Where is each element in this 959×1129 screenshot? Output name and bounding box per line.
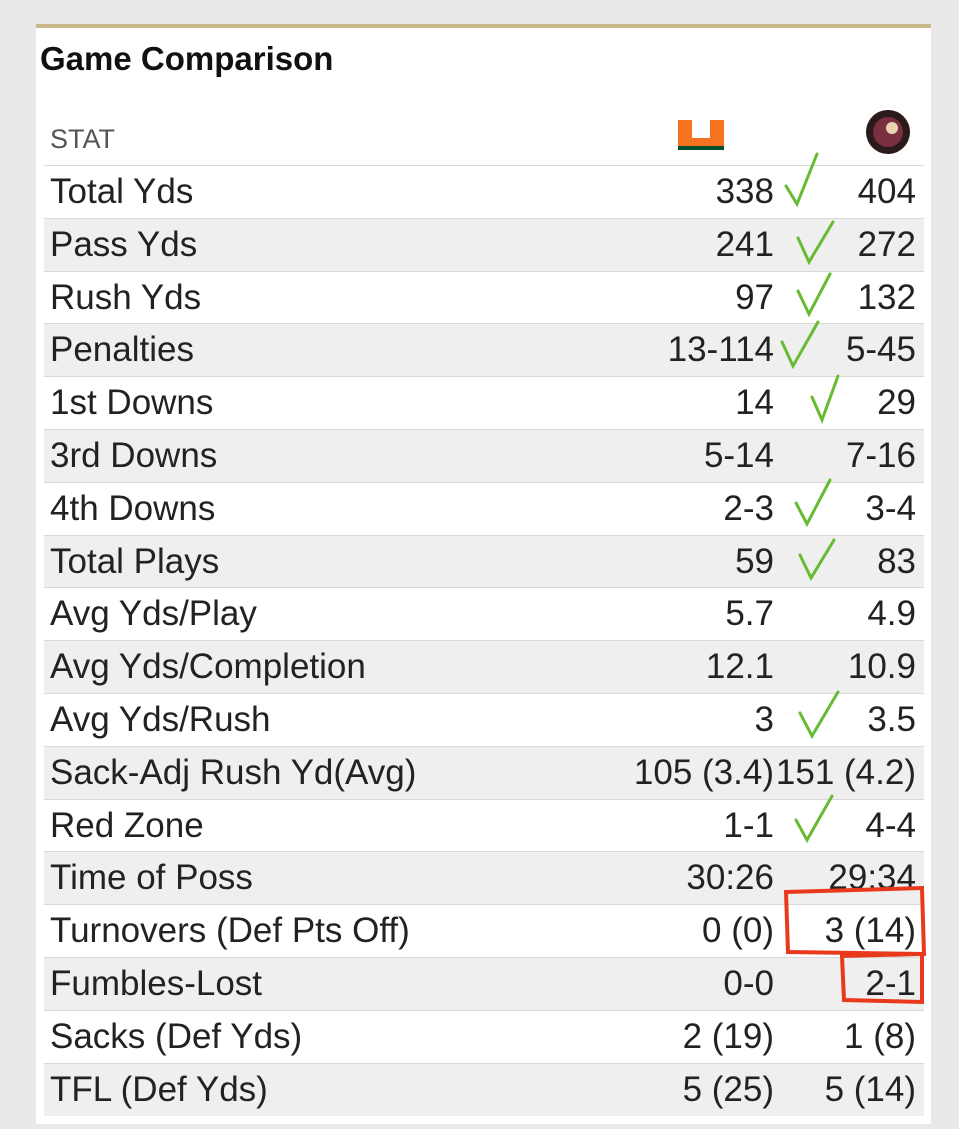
miami-value: 13-114: [667, 330, 774, 370]
checkmarks: [780, 152, 840, 844]
stat-row: Time of Poss 30:26 29:34: [44, 851, 924, 906]
stat-row: Fumbles-Lost 0-0 2-1: [44, 957, 924, 1011]
stat-header: STAT: [50, 124, 115, 154]
miami-value: 5.7: [725, 594, 774, 634]
stat-row: Total Plays 59 83: [44, 534, 924, 589]
fsu-value: 132: [857, 277, 916, 317]
stat-name: 4th Downs: [50, 488, 216, 528]
stat-name: Avg Yds/Completion: [50, 647, 366, 687]
stat-row: Penalties 13-114 5-45: [44, 323, 924, 378]
fsu-value: 3.5: [867, 700, 916, 739]
stat-name: Total Plays: [50, 541, 220, 581]
stat-row: Avg Yds/Play 5.7 4.9: [44, 587, 924, 641]
stat-name: Fumbles-Lost: [50, 964, 263, 1003]
miami-value: 97: [735, 277, 774, 317]
stat-row: TFL (Def Yds) 5 (25) 5 (14): [44, 1062, 924, 1117]
title: Game Comparison: [40, 40, 334, 77]
fsu-value: 83: [877, 541, 916, 581]
fsu-logo: [866, 110, 910, 154]
fsu-value: 2-1: [865, 964, 916, 1003]
stat-row: Avg Yds/Rush 3 3.5: [44, 693, 924, 747]
miami-value: 3: [754, 700, 774, 739]
miami-value: 2-3: [723, 488, 774, 528]
stat-row: Rush Yds 97 132: [44, 270, 924, 325]
fsu-value: 3 (14): [824, 911, 916, 951]
miami-value: 5 (25): [682, 1069, 774, 1109]
stat-name: TFL (Def Yds): [50, 1069, 268, 1109]
fsu-value: 5 (14): [824, 1069, 916, 1109]
stat-name: Avg Yds/Rush: [50, 700, 271, 739]
miami-value: 12.1: [705, 647, 774, 687]
miami-value: 105 (3.4): [633, 752, 774, 792]
stat-row: 4th Downs 2-3 3-4: [44, 481, 924, 536]
miami-value: 2 (19): [682, 1016, 774, 1056]
stat-name: Avg Yds/Play: [50, 594, 257, 634]
stat-name: 3rd Downs: [50, 436, 218, 475]
stat-name: Red Zone: [50, 805, 204, 845]
fsu-value: 404: [857, 172, 916, 211]
fsu-value: 151 (4.2): [775, 752, 916, 792]
fsu-value: 29: [877, 383, 916, 423]
fsu-value: 272: [857, 224, 916, 264]
stat-row: Sack-Adj Rush Yd(Avg) 105 (3.4) 151 (4.2): [44, 745, 924, 800]
stat-row: Red Zone 1-1 4-4: [44, 798, 924, 853]
fsu-value: 4-4: [865, 805, 916, 845]
stat-name: Penalties: [50, 330, 194, 370]
stat-row: 3rd Downs 5-14 7-16: [44, 429, 924, 483]
miami-value: 0 (0): [702, 911, 774, 951]
fsu-value: 4.9: [867, 594, 916, 634]
stat-row: Avg Yds/Completion 12.1 10.9: [44, 640, 924, 694]
stat-row: Sacks (Def Yds) 2 (19) 1 (8): [44, 1009, 924, 1064]
stat-row: Pass Yds 241 272: [44, 217, 924, 272]
miami-value: 59: [735, 541, 774, 581]
stat-name: Rush Yds: [50, 277, 202, 317]
miami-value: 14: [735, 383, 774, 423]
stat-row: Total Yds 338 404: [44, 165, 924, 219]
stat-name: Sacks (Def Yds): [50, 1016, 303, 1056]
fsu-value: 3-4: [865, 488, 916, 528]
fsu-value: 7-16: [845, 436, 916, 475]
stat-name: Turnovers (Def Pts Off): [50, 911, 410, 951]
fsu-value: 1 (8): [844, 1016, 916, 1056]
miami-value: 338: [715, 172, 774, 211]
stat-name: Time of Poss: [50, 858, 253, 898]
highlight-boxes: [783, 885, 927, 1005]
fsu-value: 5-45: [845, 330, 916, 370]
stat-name: Total Yds: [50, 172, 194, 211]
miami-value: 1-1: [723, 805, 774, 845]
stat-row: 1st Downs 14 29: [44, 376, 924, 430]
miami-value: 241: [715, 224, 774, 264]
miami-logo: [678, 120, 724, 150]
stat-name: 1st Downs: [50, 383, 214, 423]
stat-row: Turnovers (Def Pts Off) 0 (0) 3 (14): [44, 904, 924, 958]
miami-value: 5-14: [703, 436, 774, 475]
miami-value: 0-0: [723, 964, 774, 1003]
fsu-value: 10.9: [847, 647, 916, 687]
miami-value: 30:26: [686, 858, 774, 898]
stat-name: Sack-Adj Rush Yd(Avg): [50, 752, 417, 792]
stat-name: Pass Yds: [50, 224, 198, 264]
